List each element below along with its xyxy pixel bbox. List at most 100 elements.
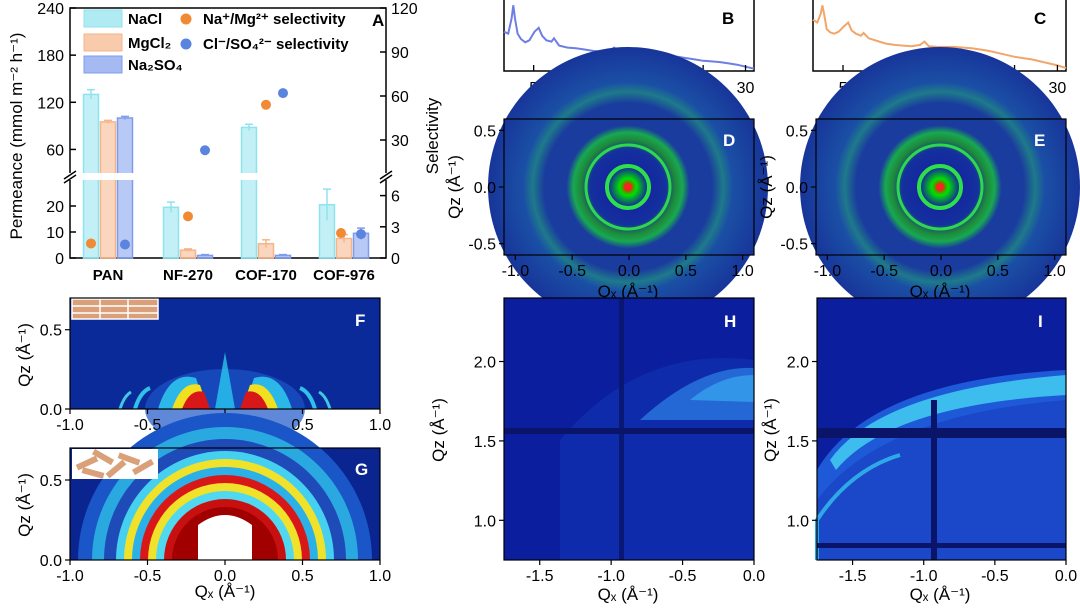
panel-g: -1.0 -0.5 0.0 0.5 1.0 0.5 0.0 G Qₓ (Å⁻¹) Qz (Å… [15, 413, 391, 601]
scattering-arcs-g [78, 413, 372, 560]
beam-center-e [936, 183, 944, 191]
x-tick-label: 1.0 [369, 417, 391, 434]
y-tick-label: 0.0 [474, 180, 496, 197]
y-tick-label: 0.0 [40, 402, 62, 419]
panel-h: -1.5 -1.0 -0.5 0.0 2.0 1.5 1.0 H Qₓ (Å⁻¹) Qz (… [429, 297, 765, 604]
x-axis-label-i: Qₓ (Å⁻¹) [910, 585, 971, 604]
left-tick-label: 240 [37, 1, 64, 18]
left-tick-label: 60 [46, 142, 64, 159]
x-tick-label: 30 [1049, 80, 1067, 97]
legend-nacl: NaCl [128, 11, 162, 28]
right-tick-label: 30 [391, 133, 409, 150]
bar-0-2 [240, 126, 258, 259]
layered-stack-icon [71, 298, 159, 320]
detector-gap-vertical-i [931, 400, 937, 560]
right-tick-label: 6 [391, 189, 400, 206]
panel-a: PAN NF-270 COF-170 COF-97660120180240010203… [7, 1, 442, 284]
right-tick-label: 90 [391, 45, 409, 62]
category-label: COF-976 [313, 267, 375, 284]
legend-swatch-mgcl2 [83, 33, 123, 52]
y-axis-label-f: Qz (Å⁻¹) [15, 323, 34, 387]
y-tick-label: 1.5 [474, 434, 496, 451]
legend-na2so4: Na₂SO₄ [128, 57, 183, 74]
left-tick-label: 10 [46, 225, 64, 242]
left-tick-label: 0 [55, 251, 64, 268]
panel-label-i: I [1038, 312, 1043, 331]
category-label: COF-170 [235, 267, 297, 284]
y-tick-label: 2.0 [787, 355, 809, 372]
x-axis-label-e: Qₓ (Å⁻¹) [910, 282, 971, 301]
y-tick-label: 0.5 [40, 323, 62, 340]
x-tick-label: 0.0 [930, 263, 952, 280]
y-axis-label-g: Qz (Å⁻¹) [15, 473, 34, 537]
panel-a-frame [69, 7, 387, 259]
detector-gap-vertical-h [619, 298, 624, 560]
selectivity-point-1-2 [278, 88, 288, 99]
legend-marker-na-mg [180, 13, 192, 25]
detector-gap-horizontal-i [817, 428, 1066, 438]
x-tick-label: -1.5 [839, 568, 867, 585]
xrd-line-c [812, 5, 1067, 69]
x-tick-label: 0.0 [618, 263, 640, 280]
x-tick-label: 0.0 [214, 568, 236, 585]
x-axis-label-h: Qₓ (Å⁻¹) [598, 585, 659, 604]
right-tick-label: 60 [391, 89, 409, 106]
x-tick-label: 1.0 [369, 568, 391, 585]
x-tick-label: -1.0 [910, 568, 938, 585]
x-tick-label: 0.5 [987, 263, 1009, 280]
y-tick-label: -0.5 [780, 237, 808, 254]
selectivity-point-0-2 [261, 99, 271, 110]
x-axis-label-g: Qₓ (Å⁻¹) [195, 582, 256, 601]
y-axis-label-permeance: Permeance (mmol m⁻² h⁻¹) [7, 33, 26, 240]
y-tick-label: 0.5 [786, 123, 808, 140]
panel-label-f: F [355, 311, 365, 330]
panel-label-e: E [1034, 131, 1045, 150]
x-tick-label: -1.0 [56, 417, 84, 434]
y-axis-label-selectivity: Selectivity [423, 97, 442, 174]
random-stack-icon [72, 448, 158, 479]
panel-i: -1.5 -1.0 -0.5 0.0 2.0 1.5 1.0 I Qₓ (Å⁻¹) Qz (… [761, 297, 1077, 604]
x-tick-label: -1.0 [814, 263, 842, 280]
y-axis-label-h: Qz (Å⁻¹) [429, 398, 448, 462]
x-tick-label: 0.0 [1055, 568, 1077, 585]
x-tick-label: 0.5 [291, 417, 313, 434]
x-axis-label-d: Qₓ (Å⁻¹) [598, 282, 659, 301]
panel-label-a: A [372, 11, 384, 30]
panel-label-h: H [724, 312, 736, 331]
x-tick-label: -1.0 [597, 568, 625, 585]
y-tick-label: 0.5 [474, 123, 496, 140]
y-tick-label: 1.0 [787, 513, 809, 530]
ring-middle-d [584, 143, 672, 231]
x-tick-label: -0.5 [870, 263, 898, 280]
legend-marker-cl-so4 [180, 38, 192, 50]
legend: NaCl MgCl₂ Na₂SO₄ Na⁺/Mg²⁺ selectivity C… [83, 9, 349, 74]
legend-swatch-nacl [83, 9, 123, 28]
y-tick-label: 0.0 [40, 553, 62, 570]
panel-e: -1.0 -0.5 0.0 0.5 1.0 0.5 0.0 -0.5 E Qₓ (Å⁻¹) Q… [757, 47, 1080, 327]
y-tick-label: 0.5 [40, 473, 62, 490]
panel-label-c: C [1034, 9, 1046, 28]
left-tick-label: 120 [37, 95, 64, 112]
x-tick-label: 0.5 [291, 568, 313, 585]
y-axis-label-i: Qz (Å⁻¹) [761, 398, 780, 462]
x-tick-label: -1.0 [56, 568, 84, 585]
selectivity-point-1-1 [200, 145, 210, 156]
legend-na-mg-selectivity: Na⁺/Mg²⁺ selectivity [203, 11, 346, 28]
detector-gap-horizontal-h [504, 428, 754, 434]
legend-mgcl2: MgCl₂ [128, 35, 171, 52]
x-tick-label: 1.0 [1044, 263, 1066, 280]
bar-0-1 [162, 206, 180, 259]
beam-center-d [624, 183, 632, 191]
right-tick-label: 120 [391, 1, 418, 18]
y-tick-label: 2.0 [474, 355, 496, 372]
x-tick-label: 30 [737, 80, 755, 97]
x-tick-label: 0.5 [675, 263, 697, 280]
x-tick-label: -0.5 [558, 263, 586, 280]
panel-label-b: B [722, 9, 734, 28]
bar-1-0 [99, 121, 117, 259]
y-tick-label: -0.5 [468, 237, 496, 254]
panel-label-g: G [355, 460, 368, 479]
x-tick-label: -1.0 [502, 263, 530, 280]
x-tick-label: 0.0 [743, 568, 765, 585]
